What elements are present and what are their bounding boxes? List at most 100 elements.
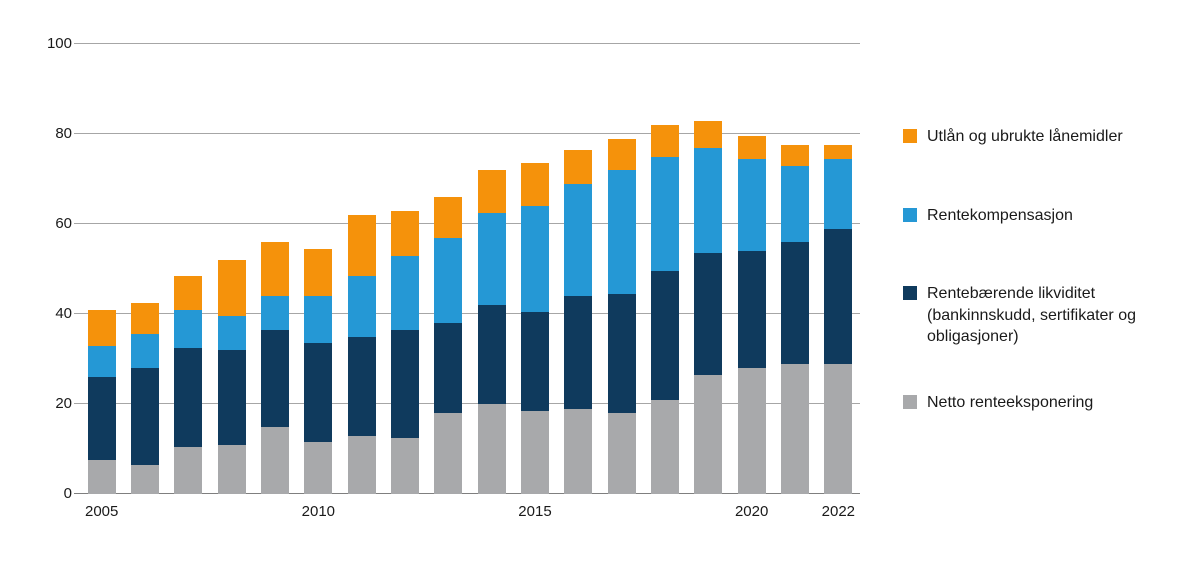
bar-segment — [824, 228, 853, 364]
bar-segment — [87, 345, 116, 377]
bar-segment — [347, 336, 376, 436]
y-axis-labels: 0 20 40 60 80 100 — [30, 35, 72, 502]
bar-segment — [87, 460, 116, 494]
y-tick-label-20: 20 — [55, 395, 72, 412]
bar-segment — [607, 413, 636, 494]
bar-segment — [607, 293, 636, 413]
x-tick-label-2020: 2020 — [734, 503, 769, 520]
bar-segment — [651, 156, 679, 272]
bar-segment — [520, 311, 549, 411]
x-axis-labels: 2005 2010 2015 2020 2022 — [80, 503, 860, 525]
gridline-40 — [74, 313, 860, 314]
bar-segment — [304, 442, 333, 494]
bar-segment — [217, 260, 246, 317]
bar-segment — [737, 158, 766, 251]
bar-segment — [694, 120, 723, 148]
bar-segment — [391, 210, 419, 256]
bar-segment — [477, 404, 506, 494]
bar-2021 — [780, 44, 809, 494]
bar-segment — [607, 170, 636, 294]
bar-segment — [217, 350, 246, 445]
bar-segment — [217, 316, 246, 350]
gridline-60 — [74, 223, 860, 224]
bar-segment — [130, 368, 159, 465]
y-tick-label-80: 80 — [55, 125, 72, 142]
bar-2006 — [130, 44, 159, 494]
bar-segment — [694, 374, 723, 494]
bar-segment — [87, 309, 116, 346]
bar-segment — [737, 136, 766, 159]
bar-2005 — [87, 44, 116, 494]
x-tick-label-2022: 2022 — [821, 503, 856, 520]
bar-2013 — [434, 44, 463, 494]
bar-segment — [174, 309, 203, 348]
bar-segment — [347, 275, 376, 337]
bar-segment — [304, 343, 333, 443]
y-tick-label-0: 0 — [63, 485, 72, 502]
legend-swatch — [903, 286, 917, 301]
bar-segment — [564, 183, 593, 296]
bar-segment — [737, 368, 766, 494]
x-tick-label-2005: 2005 — [84, 503, 119, 520]
legend-item-0: Utlån og ubrukte lånemidler — [903, 126, 1183, 148]
bar-segment — [564, 408, 593, 494]
x-tick-label-2010: 2010 — [301, 503, 336, 520]
bar-segment — [304, 296, 333, 344]
bar-2020 — [737, 44, 766, 494]
bar-2011 — [347, 44, 376, 494]
bar-segment — [564, 296, 593, 409]
legend-swatch — [903, 129, 917, 143]
bar-2007 — [174, 44, 203, 494]
bar-segment — [651, 399, 679, 494]
bar-2019 — [694, 44, 723, 494]
bar-segment — [391, 255, 419, 330]
x-tick-label-2015: 2015 — [518, 503, 552, 520]
bar-segment — [347, 215, 376, 276]
bar-segment — [347, 435, 376, 494]
bar-segment — [651, 125, 679, 157]
bar-segment — [434, 323, 463, 413]
bar-2008 — [217, 44, 246, 494]
bar-2014 — [477, 44, 506, 494]
legend-label: Utlån og ubrukte lånemidler — [927, 128, 1123, 145]
bar-segment — [217, 444, 246, 494]
legend-swatch — [903, 394, 917, 409]
bar-2015 — [520, 44, 549, 494]
bar-segment — [694, 253, 723, 375]
bar-segment — [780, 165, 809, 242]
bar-segment — [694, 147, 723, 254]
bar-segment — [391, 437, 419, 494]
legend-item-1: Rentekompensasjon — [903, 205, 1183, 227]
bar-segment — [564, 149, 593, 184]
bar-segment — [607, 138, 636, 170]
bar-segment — [130, 464, 159, 494]
bar-segment — [261, 426, 289, 494]
bar-2016 — [564, 44, 593, 494]
bar-segment — [824, 363, 853, 494]
bar-segment — [261, 242, 289, 296]
bar-segment — [434, 197, 463, 238]
bar-segment — [651, 271, 679, 400]
bar-segment — [520, 163, 549, 206]
bar-segment — [780, 145, 809, 166]
bar-segment — [261, 329, 289, 427]
bar-segment — [261, 296, 289, 330]
legend-swatch — [903, 207, 917, 222]
bar-segment — [737, 251, 766, 368]
bar-2022 — [824, 44, 853, 494]
bar-segment — [477, 305, 506, 404]
gridline-80 — [74, 133, 860, 134]
bar-segment — [780, 363, 809, 494]
plot-area — [74, 43, 860, 494]
bar-segment — [780, 242, 809, 364]
gridline-20 — [74, 403, 860, 404]
legend: Utlån og ubrukte lånemidler Rentekompensa… — [903, 126, 1183, 414]
y-tick-label-100: 100 — [46, 35, 72, 52]
gridline-0 — [74, 493, 860, 494]
bar-segment — [391, 329, 419, 438]
y-tick-label-40: 40 — [55, 305, 72, 322]
bar-segment — [520, 410, 549, 494]
legend-label: Rentebærende likviditet (bankinnskudd, s… — [927, 285, 1136, 346]
bar-segment — [477, 170, 506, 213]
